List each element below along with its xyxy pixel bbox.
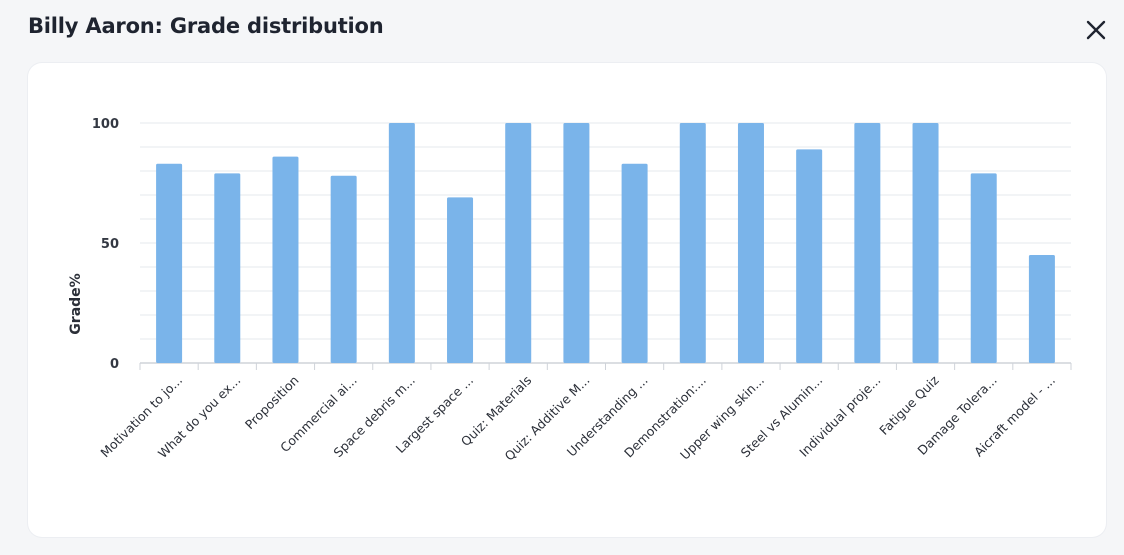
bars <box>156 123 1055 363</box>
y-tick-label: 50 <box>101 237 119 252</box>
x-tick-label: Fatigue Quiz <box>876 372 942 438</box>
x-tick-label: Proposition <box>242 373 302 433</box>
bar <box>447 197 474 363</box>
y-tick-label: 0 <box>110 357 119 372</box>
grade-bar-chart: 0 50 100 Motivation to jo...What do you ex… <box>68 117 1072 464</box>
bar <box>388 123 415 363</box>
bar <box>679 123 706 363</box>
bar <box>912 123 939 363</box>
bar <box>214 173 241 363</box>
x-axis-ticks <box>139 363 1072 370</box>
x-axis-labels: Motivation to jo...What do you ex...Prop… <box>97 372 1058 463</box>
bar <box>563 123 590 363</box>
y-axis-ticks: 0 50 100 <box>92 117 119 372</box>
y-tick-label: 100 <box>92 117 119 132</box>
bar <box>854 123 881 363</box>
bar <box>970 173 997 363</box>
bar <box>621 163 648 363</box>
close-button[interactable] <box>1080 14 1112 46</box>
bar <box>156 163 183 363</box>
chart-card: 0 50 100 Motivation to jo... What do you ex… <box>28 63 1106 537</box>
bar <box>505 123 532 363</box>
bar <box>330 175 357 363</box>
dialog-title: Billy Aaron: Grade distribution <box>28 14 384 38</box>
bar <box>737 123 764 363</box>
bar <box>272 156 299 363</box>
bar <box>796 149 823 363</box>
close-icon <box>1086 20 1106 40</box>
y-axis-label: Grade% <box>68 273 84 334</box>
bar <box>1028 255 1055 363</box>
